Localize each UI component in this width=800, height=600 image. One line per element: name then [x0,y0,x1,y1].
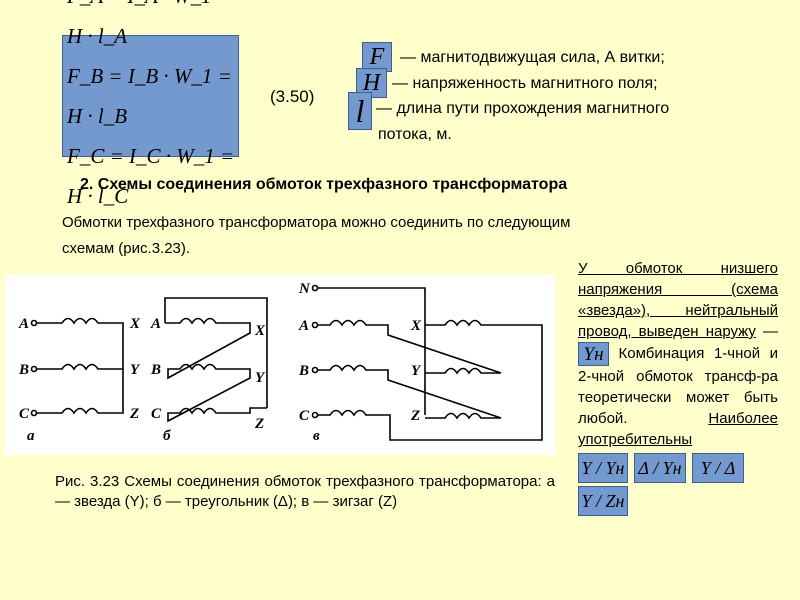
terminal-label: C [151,406,162,422]
terminal-label: A [18,316,29,332]
terminal-label: A [298,318,309,334]
terminal-label: Y [255,370,266,386]
formula-line: F_C = I_C · W_1 = H · l_C [67,144,235,208]
terminal-label: A [150,316,161,332]
terminal-label: Z [410,408,420,424]
terminal-label: Z [129,406,139,422]
terminal-label: N [298,281,311,297]
dash: — [755,323,778,340]
definition-f: — магнитодвижущая сила, А витки; [400,49,665,66]
definition-tail: потока, м. [378,126,452,143]
formula-box: F_A = I_A · W_1 = H · l_A F_B = I_B · W_… [62,0,239,208]
terminal-label: Y [130,362,141,378]
formula-line: F_B = I_B · W_1 = H · l_B [67,64,232,128]
scheme-box: Δ / Yн [634,453,686,483]
equation-number: (3.50) [270,87,315,106]
panel-label: в [313,428,320,444]
yn-box: Yн [578,342,609,366]
panel-label: а [27,428,35,444]
terminal-label: X [129,316,141,332]
terminal-label: X [410,318,422,334]
definition-l: — длина пути прохождения магнитного [376,100,670,117]
formula-line: F_A = I_A · W_1 = H · l_A [67,0,231,48]
terminal-label: X [254,323,266,339]
panel-label: б [163,428,171,444]
figure-caption: Рис. 3.23 Схемы соединения обмоток трехф… [55,473,555,510]
terminal-label: B [150,362,161,378]
terminal-label: Z [254,416,264,432]
connection-diagram: A B C X Y Z A B C X Y Z N A B C X Y Z а … [5,275,555,455]
definition-h: — напряженность магнитного поля; [392,75,658,92]
terminal-label: B [18,362,29,378]
combination-text: Комбинация 1-чной и 2-чной обмоток транс… [578,344,778,427]
scheme-box: Y / Yн [578,453,628,483]
scheme-box: Y / Δ [692,453,744,483]
terminal-label: Y [411,363,422,379]
right-column-text: У обмоток низшего напряжения (схема «зве… [578,258,778,516]
underlined-text: У обмоток низшего напряжения (схема «зве… [578,260,778,340]
symbol-l: l [348,92,372,130]
underlined-text-2: Наиболее употребительны [578,410,778,448]
paragraph-line: схемам (рис.3.23). [62,240,191,257]
terminal-label: B [298,363,309,379]
scheme-box-row: Y / Zн [578,486,778,516]
section-heading: 2. Схемы соединения обмоток трехфазного … [80,176,568,193]
scheme-box: Y / Zн [578,486,628,516]
paragraph-line: Обмотки трехфазного трансформатора можно… [62,214,571,231]
terminal-label: C [19,406,30,422]
scheme-box-row: Y / Yн Δ / Yн Y / Δ [578,453,778,483]
terminal-label: C [299,408,310,424]
